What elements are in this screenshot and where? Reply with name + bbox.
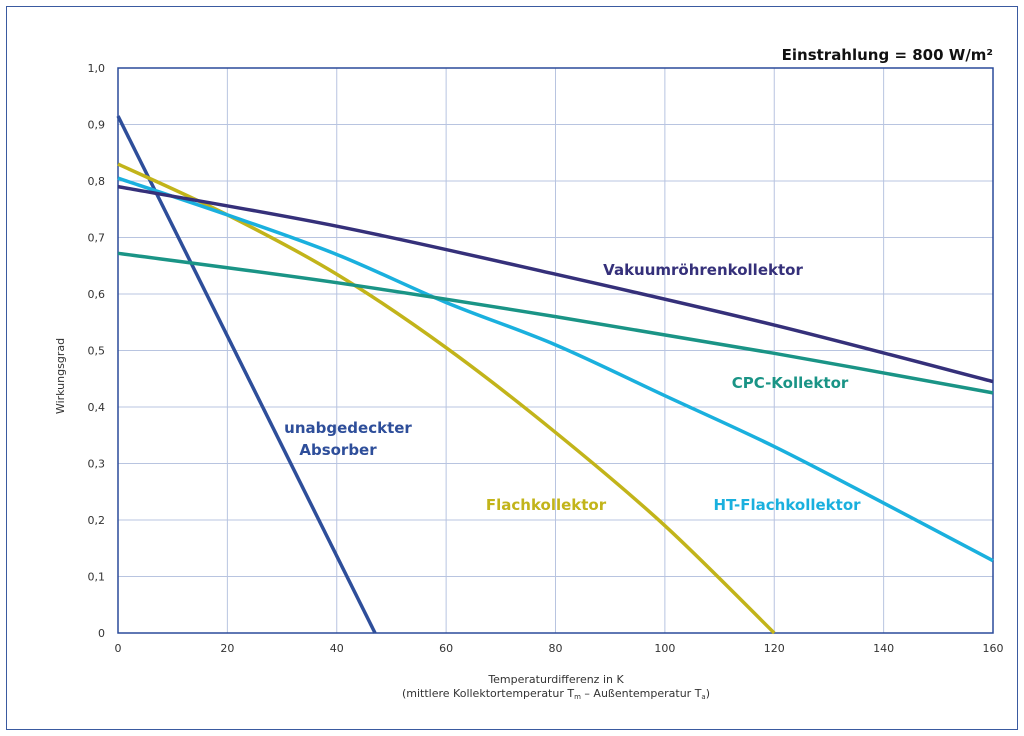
x-tick-label: 20 bbox=[220, 642, 234, 655]
y-tick-label: 0,8 bbox=[88, 175, 106, 188]
y-tick-label: 0,6 bbox=[88, 288, 106, 301]
x-tick-label: 60 bbox=[439, 642, 453, 655]
x-tick-label: 100 bbox=[654, 642, 675, 655]
series-label-ht-flachkollektor: HT-Flachkollektor bbox=[713, 496, 861, 514]
series-line-vakuumr-hrenkollektor bbox=[117, 184, 994, 384]
x-tick-label: 40 bbox=[330, 642, 344, 655]
x-tick-label: 140 bbox=[873, 642, 894, 655]
series-line-cpc-kollektor bbox=[117, 251, 994, 395]
series-label-unabgedeckter-absorber: Absorber bbox=[299, 441, 377, 459]
y-tick-label: 0,7 bbox=[88, 232, 106, 245]
y-tick-label: 0 bbox=[98, 627, 105, 640]
series-label-vakuumr-hrenkollektor: Vakuumröhrenkollektor bbox=[603, 261, 803, 279]
x-axis-sublabel: (mittlere Kollektortemperatur Tm – Außen… bbox=[402, 687, 710, 701]
series-labels: unabgedeckter Absorber Flachkollektor HT-Fl… bbox=[284, 261, 861, 514]
y-tick-label: 1,0 bbox=[88, 62, 106, 75]
x-tick-label: 120 bbox=[764, 642, 785, 655]
x-tick-label: 0 bbox=[115, 642, 122, 655]
y-tick-label: 0,9 bbox=[88, 119, 106, 132]
x-sublabel-prefix: (mittlere Kollektortemperatur T bbox=[402, 687, 574, 700]
x-sublabel-sub-m: m bbox=[574, 693, 581, 701]
y-tick-label: 0,1 bbox=[88, 571, 106, 584]
y-tick-label: 0,5 bbox=[88, 345, 106, 358]
y-axis-label: Wirkungsgrad bbox=[54, 338, 67, 414]
series-label-unabgedeckter-absorber: unabgedeckter bbox=[284, 419, 412, 437]
plot-border bbox=[117, 67, 994, 634]
x-sublabel-sub-a: a bbox=[701, 693, 705, 701]
y-axis-ticks: 0 0,1 0,2 0,3 0,4 0,5 0,6 0,7 0,8 0,9 1,0 bbox=[88, 62, 106, 640]
x-sublabel-suffix: ) bbox=[706, 687, 710, 700]
x-tick-label: 160 bbox=[983, 642, 1004, 655]
x-axis-ticks: 0 20 40 60 80 100 120 140 160 bbox=[115, 642, 1004, 655]
series-line-ht-flachkollektor bbox=[117, 176, 994, 563]
y-tick-label: 0,4 bbox=[88, 401, 106, 414]
series-label-cpc-kollektor: CPC-Kollektor bbox=[732, 374, 849, 392]
y-tick-label: 0,2 bbox=[88, 514, 106, 527]
series-label-flachkollektor: Flachkollektor bbox=[486, 496, 607, 514]
x-axis-label: Temperaturdifferenz in K bbox=[487, 673, 624, 686]
x-tick-label: 80 bbox=[549, 642, 563, 655]
series-line-unabgedeckter-absorber bbox=[116, 115, 377, 634]
x-sublabel-middle: – Außentemperatur T bbox=[581, 687, 702, 700]
chart-title: Einstrahlung = 800 W/m² bbox=[782, 46, 993, 64]
y-tick-label: 0,3 bbox=[88, 458, 106, 471]
grid bbox=[117, 67, 994, 634]
series-lines bbox=[116, 115, 994, 635]
